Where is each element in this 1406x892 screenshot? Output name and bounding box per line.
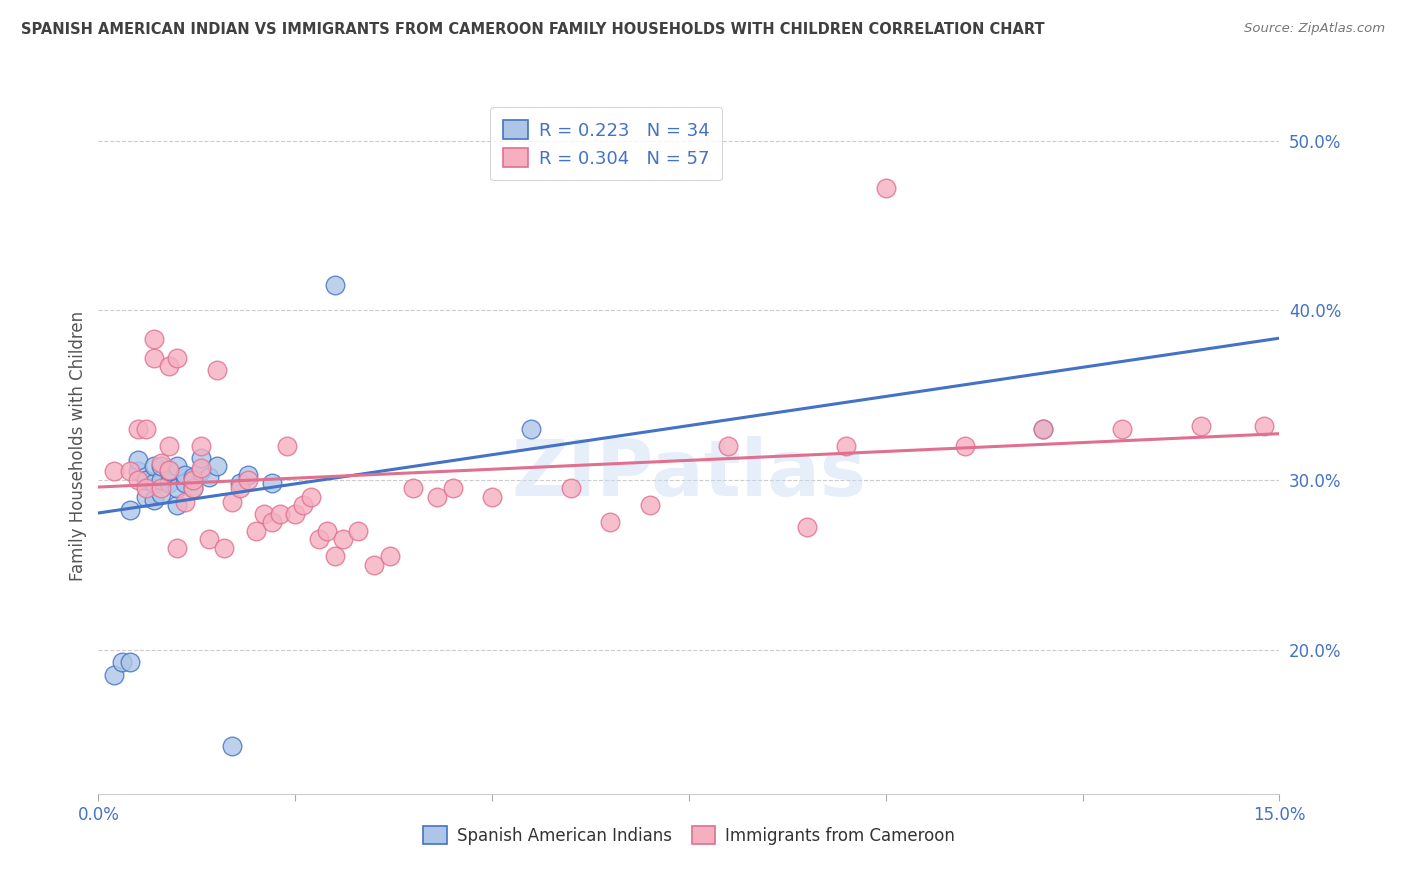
Point <box>166 482 188 496</box>
Point <box>142 351 165 365</box>
Point <box>166 499 188 513</box>
Point <box>378 549 401 564</box>
Point <box>142 332 165 346</box>
Point <box>181 482 204 496</box>
Point <box>276 439 298 453</box>
Point <box>214 541 236 555</box>
Point <box>426 490 449 504</box>
Point <box>150 482 173 496</box>
Point <box>205 362 228 376</box>
Point <box>166 351 188 365</box>
Point <box>127 465 149 479</box>
Point <box>181 469 204 483</box>
Point <box>875 181 897 195</box>
Point <box>181 473 204 487</box>
Legend: Spanish American Indians, Immigrants from Cameroon: Spanish American Indians, Immigrants fro… <box>416 820 962 852</box>
Point <box>190 461 212 475</box>
Point <box>481 490 503 504</box>
Point <box>166 459 188 474</box>
Point <box>135 482 157 496</box>
Y-axis label: Family Households with Children: Family Households with Children <box>69 311 87 581</box>
Point <box>150 473 173 487</box>
Point <box>157 359 180 374</box>
Point <box>1189 418 1212 433</box>
Point <box>135 473 157 487</box>
Point <box>127 452 149 467</box>
Point <box>269 507 291 521</box>
Point <box>221 495 243 509</box>
Point <box>236 473 259 487</box>
Point <box>174 467 197 482</box>
Point <box>402 482 425 496</box>
Point <box>157 439 180 453</box>
Point <box>150 456 173 470</box>
Point <box>1032 422 1054 436</box>
Text: SPANISH AMERICAN INDIAN VS IMMIGRANTS FROM CAMEROON FAMILY HOUSEHOLDS WITH CHILD: SPANISH AMERICAN INDIAN VS IMMIGRANTS FR… <box>21 22 1045 37</box>
Point <box>441 482 464 496</box>
Point <box>638 499 661 513</box>
Point <box>166 541 188 555</box>
Point <box>150 486 173 500</box>
Point <box>118 465 141 479</box>
Point <box>953 439 976 453</box>
Point <box>1253 418 1275 433</box>
Point <box>323 549 346 564</box>
Point <box>835 439 858 453</box>
Point <box>103 465 125 479</box>
Point <box>142 459 165 474</box>
Point <box>111 655 134 669</box>
Point <box>135 490 157 504</box>
Point <box>315 524 337 538</box>
Point <box>190 465 212 479</box>
Point <box>299 490 322 504</box>
Point <box>197 533 219 547</box>
Point <box>135 422 157 436</box>
Point <box>150 459 173 474</box>
Point <box>157 465 180 479</box>
Point <box>157 476 180 491</box>
Point <box>205 459 228 474</box>
Point <box>127 422 149 436</box>
Point <box>323 277 346 292</box>
Point <box>363 558 385 572</box>
Point <box>347 524 370 538</box>
Point <box>332 533 354 547</box>
Point <box>1032 422 1054 436</box>
Point <box>174 495 197 509</box>
Point <box>260 516 283 530</box>
Point <box>796 520 818 534</box>
Point <box>560 482 582 496</box>
Point <box>229 482 252 496</box>
Point <box>236 467 259 482</box>
Point <box>284 507 307 521</box>
Point <box>181 482 204 496</box>
Point <box>190 439 212 453</box>
Point <box>1111 422 1133 436</box>
Point <box>599 516 621 530</box>
Point <box>127 473 149 487</box>
Point <box>103 668 125 682</box>
Point <box>174 476 197 491</box>
Point <box>229 476 252 491</box>
Point <box>308 533 330 547</box>
Point <box>157 463 180 477</box>
Point <box>142 476 165 491</box>
Point <box>118 503 141 517</box>
Text: ZIPatlas: ZIPatlas <box>512 436 866 512</box>
Point <box>118 655 141 669</box>
Point <box>292 499 315 513</box>
Point <box>142 493 165 508</box>
Point <box>245 524 267 538</box>
Point <box>253 507 276 521</box>
Point <box>260 476 283 491</box>
Point <box>190 450 212 465</box>
Text: Source: ZipAtlas.com: Source: ZipAtlas.com <box>1244 22 1385 36</box>
Point <box>197 469 219 483</box>
Point <box>520 422 543 436</box>
Point <box>221 739 243 754</box>
Point <box>717 439 740 453</box>
